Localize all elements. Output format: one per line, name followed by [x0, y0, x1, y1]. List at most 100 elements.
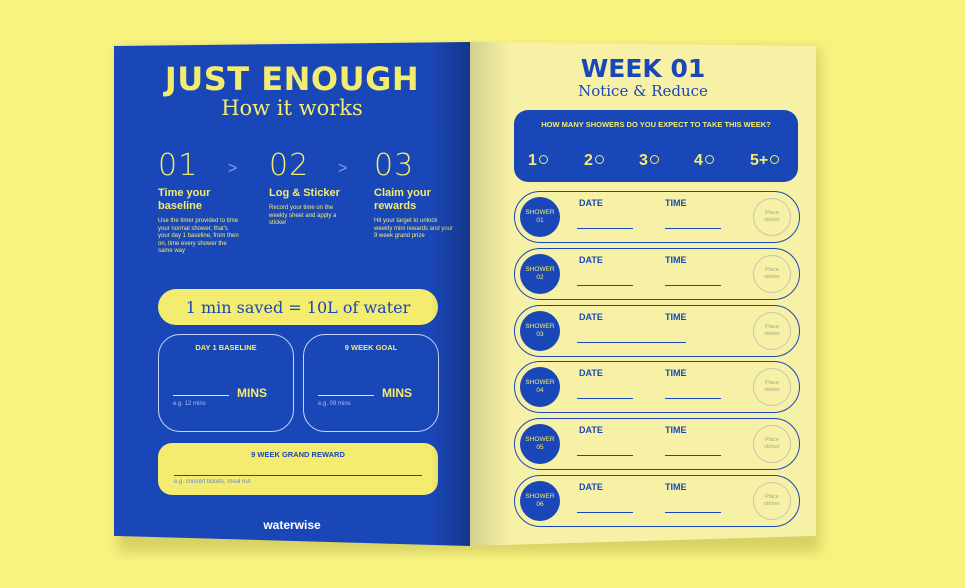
shower-label: SHOWER	[525, 379, 555, 386]
booklet: JUST ENOUGH How it works 01 Time your ba…	[114, 42, 820, 552]
date-input-line[interactable]	[577, 398, 633, 399]
shower-label: SHOWER	[525, 436, 555, 443]
shower-number: 05	[536, 444, 544, 451]
option-label: 1	[528, 152, 537, 169]
date-input-line[interactable]	[577, 512, 633, 513]
date-label: DATE	[579, 482, 603, 492]
date-input-line[interactable]	[577, 228, 633, 229]
option-label: 5+	[750, 152, 769, 169]
shower-label: SHOWER	[525, 209, 555, 216]
shower-label: SHOWER	[525, 266, 555, 273]
shower-count-question: HOW MANY SHOWERS DO YOU EXPECT TO TAKE T…	[514, 110, 798, 182]
date-label: DATE	[579, 255, 603, 265]
radio-icon[interactable]	[649, 155, 659, 164]
goal-example: e.g. 09 mins	[318, 401, 351, 407]
chevron-right-icon: >	[228, 160, 238, 177]
option-label: 3	[639, 152, 648, 169]
shower-badge: SHOWER 04	[520, 367, 560, 407]
grand-reward-input-line[interactable]	[174, 475, 422, 476]
time-label: TIME	[665, 198, 687, 208]
shower-row-05: SHOWER 05 DATE TIME Place sticker	[514, 418, 800, 470]
shower-badge: SHOWER 06	[520, 481, 560, 521]
time-input-line[interactable]	[630, 342, 686, 343]
sticker-placeholder[interactable]: Place sticker	[753, 482, 791, 520]
radio-icon[interactable]	[770, 155, 780, 164]
date-label: DATE	[579, 312, 603, 322]
step-1: 01 Time your baseline Use the timer prov…	[158, 148, 240, 256]
shower-label: SHOWER	[525, 323, 555, 330]
shower-number: 06	[536, 501, 544, 508]
grand-reward-box[interactable]: 9 WEEK GRAND REWARD e.g. concert tickets…	[158, 443, 438, 495]
baseline-label: DAY 1 BASELINE	[195, 343, 257, 352]
date-input-line[interactable]	[577, 455, 633, 456]
time-label: TIME	[665, 312, 687, 322]
date-label: DATE	[579, 368, 603, 378]
time-input-line[interactable]	[665, 512, 721, 513]
shower-row-02: SHOWER 02 DATE TIME Place sticker	[514, 248, 800, 300]
step-2: 02 Log & Sticker Record your time on the…	[269, 148, 351, 228]
radio-icon[interactable]	[704, 155, 714, 164]
step-title: Claim your rewards	[374, 187, 431, 212]
step-description: Use the timer provided to time your norm…	[158, 218, 239, 254]
radio-icon[interactable]	[538, 155, 548, 164]
sticker-placeholder[interactable]: Place sticker	[753, 198, 791, 236]
shower-number: 04	[536, 387, 544, 394]
baseline-input-line[interactable]	[173, 395, 229, 396]
option-label: 4	[694, 152, 703, 169]
sticker-placeholder[interactable]: Place sticker	[753, 368, 791, 406]
step-number: 01	[158, 148, 199, 183]
sticker-placeholder[interactable]: Place sticker	[753, 312, 791, 350]
shower-number: 03	[536, 331, 544, 338]
goal-input-line[interactable]	[318, 395, 374, 396]
goal-label: 9 WEEK GOAL	[344, 343, 398, 352]
shower-row-01: SHOWER 01 DATE TIME Place sticker	[514, 191, 800, 243]
time-label: TIME	[665, 255, 687, 265]
time-label: TIME	[665, 482, 687, 492]
shower-row-06: SHOWER 06 DATE TIME Place sticker	[514, 475, 800, 527]
sticker-placeholder[interactable]: Place sticker	[753, 425, 791, 463]
shower-badge: SHOWER 05	[520, 424, 560, 464]
step-description: Record your time on the weekly sheet and…	[269, 205, 337, 226]
shower-row-03: SHOWER 03 DATE TIME Place sticker	[514, 305, 800, 357]
step-description: Hit your target to unlock weekly mini re…	[374, 218, 454, 239]
water-saved-banner: 1 min saved = 10L of water	[158, 289, 438, 325]
shower-badge: SHOWER 02	[520, 254, 560, 294]
right-page: WEEK 01 Notice & Reduce HOW MANY SHOWERS…	[470, 42, 816, 546]
page-subtitle: How it works	[221, 96, 363, 120]
baseline-unit: MINS	[237, 386, 267, 400]
step-title: Time your baseline	[158, 187, 211, 212]
goal-unit: MINS	[382, 386, 412, 400]
baseline-box[interactable]: DAY 1 BASELINE MINS e.g. 12 mins	[158, 334, 294, 432]
time-input-line[interactable]	[665, 398, 721, 399]
question-text: HOW MANY SHOWERS DO YOU EXPECT TO TAKE T…	[541, 120, 771, 129]
option-5plus[interactable]: 5+	[750, 152, 780, 170]
time-input-line[interactable]	[665, 228, 721, 229]
option-label: 2	[584, 152, 593, 169]
week-subtitle: Notice & Reduce	[578, 82, 708, 100]
step-3: 03 Claim your rewards Hit your target to…	[374, 148, 456, 241]
option-3[interactable]: 3	[639, 152, 659, 170]
waterwise-logo: waterwise	[263, 518, 321, 532]
step-number: 02	[269, 148, 310, 183]
option-4[interactable]: 4	[694, 152, 714, 170]
time-input-line[interactable]	[665, 455, 721, 456]
grand-reward-label: 9 WEEK GRAND REWARD	[251, 450, 345, 459]
shower-badge: SHOWER 03	[520, 311, 560, 351]
week-title: WEEK 01	[580, 54, 706, 83]
time-input-line[interactable]	[665, 285, 721, 286]
date-label: DATE	[579, 198, 603, 208]
baseline-example: e.g. 12 mins	[173, 401, 206, 407]
radio-icon[interactable]	[594, 155, 604, 164]
goal-box[interactable]: 9 WEEK GOAL MINS e.g. 09 mins	[303, 334, 439, 432]
option-2[interactable]: 2	[584, 152, 604, 170]
sticker-placeholder[interactable]: Place sticker	[753, 255, 791, 293]
time-label: TIME	[665, 425, 687, 435]
option-1[interactable]: 1	[528, 152, 548, 170]
steps: 01 Time your baseline Use the timer prov…	[158, 148, 453, 278]
shower-row-04: SHOWER 04 DATE TIME Place sticker	[514, 361, 800, 413]
date-label: DATE	[579, 425, 603, 435]
shower-number: 02	[536, 274, 544, 281]
time-label: TIME	[665, 368, 687, 378]
date-input-line[interactable]	[577, 285, 633, 286]
date-input-line[interactable]	[577, 342, 633, 343]
